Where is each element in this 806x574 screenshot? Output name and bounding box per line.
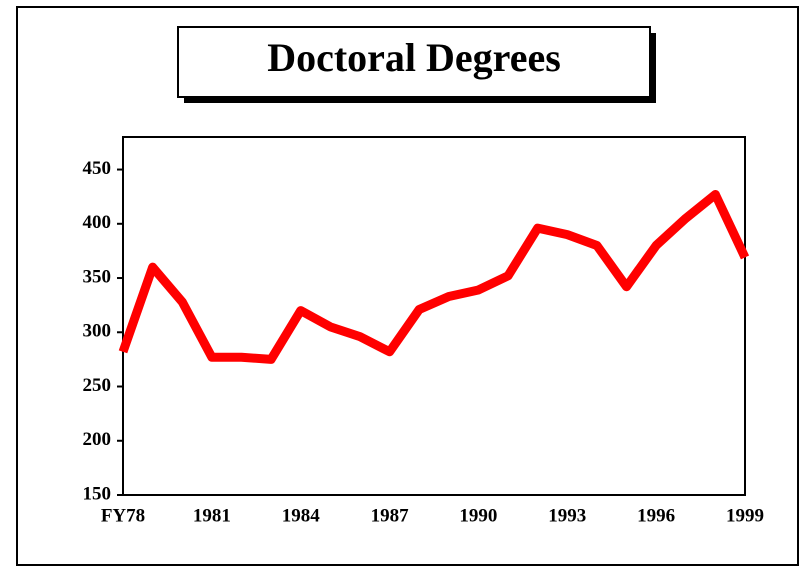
outer-border <box>16 6 799 566</box>
y-tick-label: 200 <box>83 429 112 450</box>
data-line <box>118 189 750 364</box>
y-tick-label: 350 <box>83 266 112 287</box>
plot-frame <box>122 136 746 496</box>
x-tick-label: FY78 <box>101 505 145 526</box>
x-tick-label: 1981 <box>193 505 231 526</box>
y-tick-label: 300 <box>83 321 112 342</box>
y-tick-label: 400 <box>83 212 112 233</box>
x-tick-label: 1996 <box>637 505 675 526</box>
x-tick-label: 1993 <box>548 505 586 526</box>
x-tick-label: 1984 <box>282 505 321 526</box>
x-tick-label: 1990 <box>459 505 497 526</box>
y-tick-label: 450 <box>83 158 112 179</box>
title-box <box>177 26 651 98</box>
chart-title: Doctoral Degrees <box>267 35 561 80</box>
y-tick-label: 250 <box>83 375 112 396</box>
x-tick-label: 1987 <box>371 505 410 526</box>
x-tick-label: 1999 <box>726 505 764 526</box>
y-tick-label: 150 <box>83 483 112 504</box>
